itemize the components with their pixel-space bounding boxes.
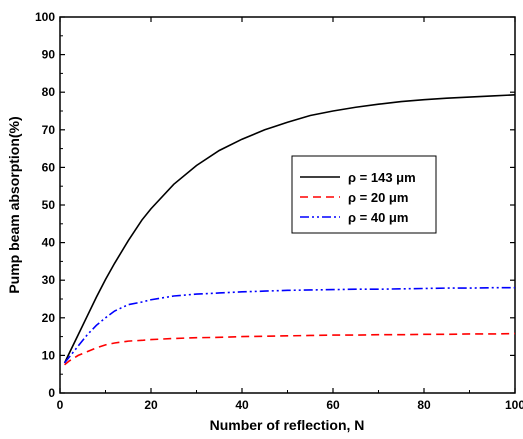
y-tick-label: 60 <box>42 160 56 174</box>
y-axis-ticks: 0 10 20 30 40 50 60 70 80 90 100 <box>35 10 515 400</box>
x-tick-label: 100 <box>505 398 523 412</box>
x-tick-label: 40 <box>235 398 249 412</box>
legend-items: ρ = 143 μm ρ = 20 μm ρ = 40 μm <box>300 170 416 225</box>
y-tick-label: 50 <box>42 198 56 212</box>
x-tick-label: 60 <box>326 398 340 412</box>
legend-label-3: ρ = 40 μm <box>348 210 408 225</box>
y-axis-title: Pump beam absorption(%) <box>6 116 22 293</box>
x-axis-title: Number of reflection, N <box>210 417 365 433</box>
y-tick-label: 30 <box>42 273 56 287</box>
x-tick-label: 80 <box>417 398 431 412</box>
series-line-1 <box>63 94 516 364</box>
y-tick-label: 20 <box>42 311 56 325</box>
legend-box <box>291 155 437 234</box>
y-tick-label: 80 <box>42 85 56 99</box>
y-tick-label: 70 <box>42 123 56 137</box>
series-line-3 <box>63 286 515 364</box>
legend-label-2: ρ = 20 μm <box>348 190 408 205</box>
y-tick-label: 100 <box>35 10 55 24</box>
series-layer <box>63 94 516 366</box>
series-line-2 <box>64 332 516 366</box>
x-axis-ticks: 0 20 40 60 80 100 <box>57 17 523 412</box>
y-tick-label: 40 <box>42 236 56 250</box>
x-tick-label: 20 <box>144 398 158 412</box>
y-tick-label: 10 <box>42 348 56 362</box>
y-tick-label: 0 <box>48 386 55 400</box>
legend: ρ = 143 μm ρ = 20 μm ρ = 40 μm <box>291 155 437 234</box>
legend-label-1: ρ = 143 μm <box>348 170 416 185</box>
y-tick-label: 90 <box>42 48 56 62</box>
x-tick-label: 0 <box>57 398 64 412</box>
